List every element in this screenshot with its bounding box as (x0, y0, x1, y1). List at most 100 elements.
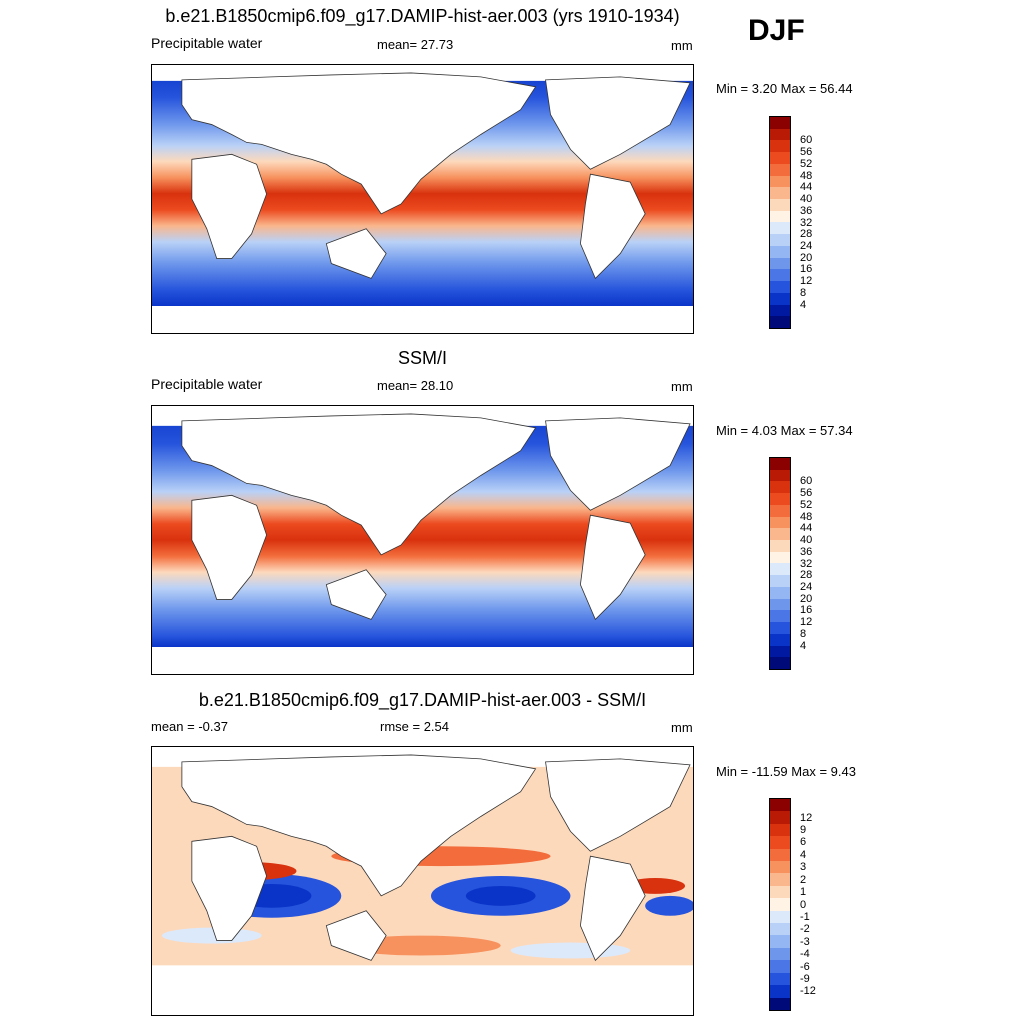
panel3-map-svg (152, 747, 693, 1015)
panel2-map-svg (152, 406, 693, 674)
colorbar-swatch (770, 199, 790, 211)
colorbar-swatch (770, 469, 790, 482)
colorbar-swatch (770, 985, 790, 998)
panel3-colorbar-ticks: 12 9 6 4 3 2 1 0 -1 -2 -3 -4 -6 -9 -12 (800, 798, 850, 1011)
colorbar-swatch (770, 861, 790, 874)
colorbar-tick-label: 2 (800, 873, 807, 886)
panel1-units: mm (671, 38, 693, 53)
colorbar-swatch (770, 528, 790, 541)
colorbar-swatch (770, 848, 790, 862)
season-label: DJF (748, 14, 805, 47)
colorbar-tick-label: 28 (800, 569, 813, 582)
colorbar-swatch (770, 187, 790, 200)
colorbar-tick-label: -9 (800, 972, 810, 985)
colorbar-tick-label: 0 (800, 898, 807, 911)
colorbar-tick-label: 12 (800, 616, 813, 629)
colorbar-tick-label: 52 (800, 157, 813, 170)
colorbar-tick-label: 40 (800, 193, 813, 206)
colorbar-swatch (770, 610, 790, 623)
colorbar-tick-label: 60 (800, 134, 813, 147)
panel1-map-svg (152, 65, 693, 333)
colorbar-swatch (770, 516, 790, 529)
colorbar-swatch (770, 163, 790, 176)
colorbar-tick-label: 20 (800, 251, 813, 264)
panel1-mean: mean= 27.73 (377, 37, 454, 52)
colorbar-tick-label: -6 (800, 960, 810, 973)
colorbar-tick-label: -3 (800, 935, 810, 948)
colorbar-tick-label: 9 (800, 824, 807, 837)
panel2-mean: mean= 28.10 (377, 378, 454, 393)
colorbar-swatch (770, 493, 790, 505)
colorbar-swatch (770, 811, 790, 824)
panel3-rmse: rmse = 2.54 (380, 719, 450, 734)
colorbar-tick-label: 12 (800, 811, 813, 824)
colorbar-tick-label: 4 (800, 298, 807, 311)
colorbar-tick-label: -4 (800, 948, 810, 961)
colorbar-swatch (770, 316, 790, 328)
colorbar-swatch (770, 898, 790, 911)
colorbar-swatch (770, 960, 790, 973)
colorbar-tick-label: 44 (800, 522, 813, 535)
colorbar-swatch (770, 657, 790, 669)
colorbar-swatch (770, 175, 790, 188)
colorbar-swatch (770, 823, 790, 837)
colorbar-tick-label: 36 (800, 545, 813, 558)
colorbar-swatch (770, 563, 790, 576)
panel2-colorbar (769, 457, 791, 670)
colorbar-tick-label: 56 (800, 487, 813, 500)
colorbar-tick-label: 24 (800, 580, 813, 593)
colorbar-tick-label: 16 (800, 263, 813, 276)
colorbar-swatch (770, 540, 790, 552)
colorbar-tick-label: 44 (800, 181, 813, 194)
colorbar-swatch (770, 645, 790, 658)
colorbar-swatch (770, 885, 790, 899)
colorbar-tick-label: 20 (800, 592, 813, 605)
colorbar-tick-label: 32 (800, 216, 813, 229)
colorbar-tick-label: 1 (800, 886, 807, 899)
colorbar-swatch (770, 633, 790, 646)
panel2-minmax: Min = 4.03 Max = 57.34 (716, 423, 853, 438)
colorbar-swatch (770, 117, 790, 129)
colorbar-tick-label: 3 (800, 861, 807, 874)
colorbar-tick-label: 8 (800, 286, 807, 299)
colorbar-swatch (770, 140, 790, 153)
colorbar-swatch (770, 972, 790, 986)
panel1-variable-label: Precipitable water (151, 35, 263, 51)
panel2-units: mm (671, 379, 693, 394)
colorbar-swatch (770, 292, 790, 305)
colorbar-tick-label: 16 (800, 604, 813, 617)
colorbar-swatch (770, 575, 790, 587)
colorbar-tick-label: 12 (800, 275, 813, 288)
panel2-variable-label: Precipitable water (151, 376, 263, 392)
colorbar-swatch (770, 481, 790, 494)
colorbar-tick-label: -12 (800, 985, 816, 998)
panel3-minmax: Min = -11.59 Max = 9.43 (716, 764, 856, 779)
colorbar-swatch (770, 304, 790, 317)
colorbar-tick-label: 4 (800, 639, 807, 652)
colorbar-swatch (770, 622, 790, 634)
panel3-land (181, 754, 691, 962)
colorbar-tick-label: 60 (800, 475, 813, 488)
panel1-map (151, 64, 694, 334)
panel3-units: mm (671, 720, 693, 735)
colorbar-tick-label: 48 (800, 169, 813, 182)
colorbar-swatch (770, 836, 790, 849)
colorbar-tick-label: 48 (800, 510, 813, 523)
colorbar-swatch (770, 458, 790, 470)
colorbar-tick-label: -1 (800, 910, 810, 923)
colorbar-swatch (770, 269, 790, 282)
panel2-land (181, 413, 691, 621)
panel1-minmax: Min = 3.20 Max = 56.44 (716, 81, 853, 96)
colorbar-swatch (770, 873, 790, 886)
colorbar-swatch (770, 281, 790, 293)
panel2-title: SSM/I (397, 348, 447, 368)
panel2-colorbar-ticks: 60 56 52 48 44 40 36 32 28 24 20 16 12 8 4 (800, 457, 850, 670)
colorbar-tick-label: 32 (800, 557, 813, 570)
panel1-title: b.e21.B1850cmip6.f09_g17.DAMIP-hist-aer.… (165, 6, 680, 26)
colorbar-tick-label: -2 (800, 923, 810, 936)
colorbar-swatch (770, 799, 790, 812)
colorbar-swatch (770, 128, 790, 141)
panel3-mean: mean = -0.37 (151, 719, 228, 734)
colorbar-swatch (770, 504, 790, 517)
colorbar-swatch (770, 947, 790, 961)
